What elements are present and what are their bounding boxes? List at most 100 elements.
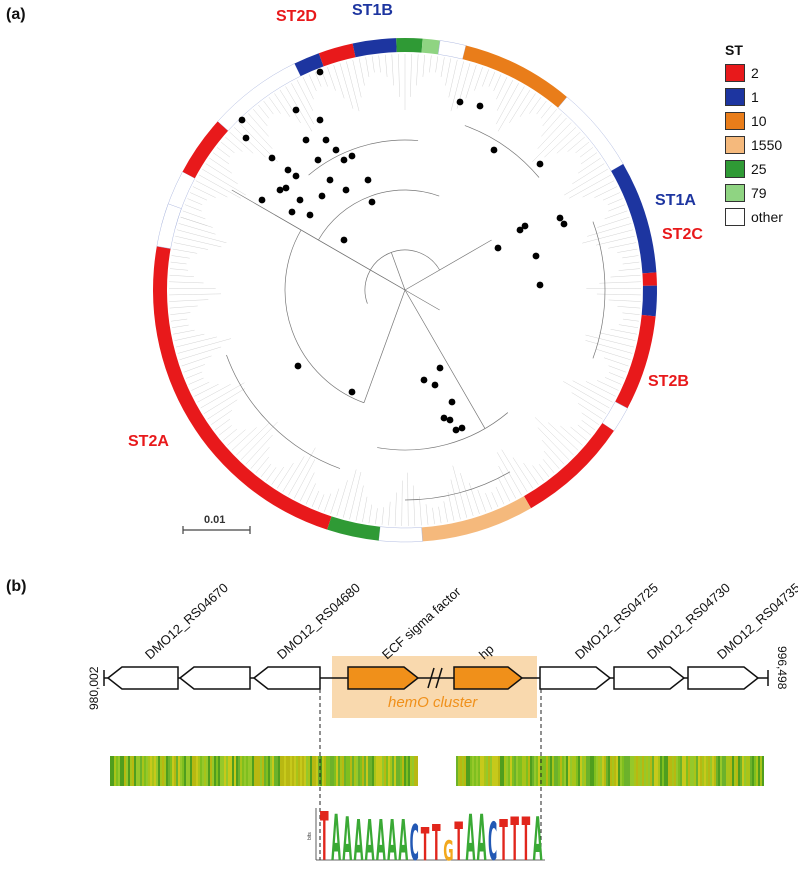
conservation-bar xyxy=(136,756,138,786)
conservation-bar xyxy=(310,756,312,786)
leaf-branch xyxy=(604,377,622,385)
leaf-branch xyxy=(608,299,641,302)
conservation-bar xyxy=(122,756,124,786)
conservation-bar xyxy=(486,756,488,786)
conservation-bar xyxy=(576,756,578,786)
conservation-bar xyxy=(680,756,682,786)
leaf-branch xyxy=(212,152,230,165)
leaf-branch xyxy=(218,425,232,436)
internal-branch xyxy=(364,249,440,304)
conservation-bar xyxy=(258,756,260,786)
clade-label-st2d: ST2D xyxy=(276,8,317,25)
coord-right: 996,498 xyxy=(775,646,789,690)
leaf-branch xyxy=(493,74,502,92)
conservation-bar xyxy=(338,756,340,786)
conservation-bar xyxy=(356,756,358,786)
tree-node xyxy=(292,106,300,114)
leaf-branch xyxy=(544,127,577,158)
leaf-branch xyxy=(571,392,607,414)
conservation-bar xyxy=(616,756,618,786)
tree-node xyxy=(348,388,356,396)
conservation-bar xyxy=(142,756,144,786)
conservation-bar xyxy=(248,756,250,786)
leaf-branch xyxy=(172,248,198,254)
leaf-branch xyxy=(169,305,198,309)
conservation-bar xyxy=(674,756,676,786)
leaf-branch xyxy=(599,281,641,284)
leaf-branch xyxy=(317,494,325,510)
leaf-branch xyxy=(532,122,572,162)
conservation-bar xyxy=(174,756,176,786)
gene-rs04670 xyxy=(106,666,179,690)
leaf-branch xyxy=(536,100,547,115)
tree-node xyxy=(452,426,460,434)
conservation-bar xyxy=(512,756,514,786)
conservation-bar xyxy=(646,756,648,786)
clade-label-st1a: ST1A xyxy=(655,192,696,209)
conservation-bar xyxy=(274,756,276,786)
conservation-bar xyxy=(250,756,252,786)
legend-item: 1550 xyxy=(725,134,783,156)
leaf-branch xyxy=(435,56,439,73)
conservation-bar xyxy=(456,756,458,786)
leaf-branch xyxy=(189,192,208,201)
conservation-bar xyxy=(564,756,566,786)
conservation-bar xyxy=(294,756,296,786)
conservation-bar xyxy=(180,756,182,786)
leaf-branch xyxy=(173,329,195,335)
ring-segment xyxy=(156,203,182,249)
leaf-branch xyxy=(622,255,639,259)
conservation-bar xyxy=(528,756,530,786)
conservation-bar xyxy=(150,756,152,786)
hemo-cluster-label: hemO cluster xyxy=(388,694,478,711)
conservation-bar xyxy=(400,756,402,786)
conservation-bar xyxy=(130,756,132,786)
conservation-bar xyxy=(578,756,580,786)
motif-y-label: bits xyxy=(307,832,313,840)
conservation-bar xyxy=(504,756,506,786)
leaf-branch xyxy=(311,490,320,507)
leaf-branch xyxy=(202,168,246,196)
conservation-bar xyxy=(548,756,550,786)
leaf-branch xyxy=(578,403,603,420)
conservation-bar xyxy=(298,756,300,786)
leaf-branch xyxy=(388,501,391,526)
conservation-bar xyxy=(488,756,490,786)
tree-node xyxy=(314,156,322,164)
conservation-bar xyxy=(610,756,612,786)
leaf-branch xyxy=(305,483,316,505)
motif-letter: C xyxy=(410,816,419,871)
leaf-branch xyxy=(391,54,394,86)
legend-item: 79 xyxy=(725,182,783,204)
conservation-bar xyxy=(196,756,198,786)
leaf-branch xyxy=(205,163,238,185)
conservation-bar xyxy=(336,756,338,786)
break-mark xyxy=(435,667,443,689)
internal-branch xyxy=(377,412,509,451)
tree-node xyxy=(448,398,456,406)
gene-rs04680 xyxy=(252,666,321,690)
leaf-branch xyxy=(532,465,544,482)
conservation-bar xyxy=(386,756,388,786)
conservation-bar xyxy=(668,756,670,786)
conservation-bar xyxy=(166,756,168,786)
conservation-bar xyxy=(692,756,694,786)
conservation-bar xyxy=(312,756,314,786)
conservation-bar xyxy=(228,756,230,786)
conservation-bar xyxy=(678,756,680,786)
conservation-bar xyxy=(580,756,582,786)
leaf-branch xyxy=(422,54,425,77)
conservation-bar xyxy=(304,756,306,786)
leaf-branch xyxy=(178,223,216,235)
leaf-branch xyxy=(603,357,629,367)
conservation-bar xyxy=(262,756,264,786)
conservation-bar xyxy=(404,756,406,786)
leaf-branch xyxy=(365,57,370,77)
leaf-branch xyxy=(578,157,601,174)
conservation-bar xyxy=(684,756,686,786)
conservation-bar xyxy=(134,756,136,786)
conservation-bar xyxy=(490,756,492,786)
internal-branch xyxy=(404,471,511,501)
leaf-branch xyxy=(585,334,635,348)
